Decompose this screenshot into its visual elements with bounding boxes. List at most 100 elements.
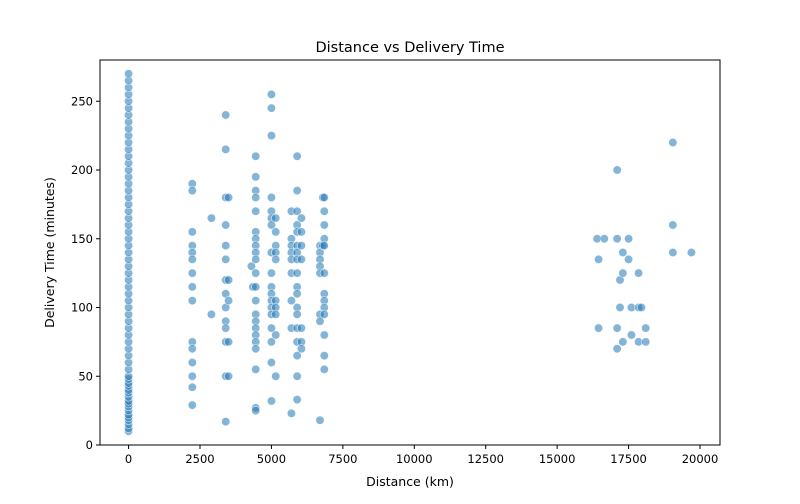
x-tick-label: 15000 — [539, 452, 576, 466]
scatter-point — [266, 268, 276, 278]
y-tick-label: 200 — [71, 163, 93, 177]
points-layer — [124, 69, 696, 436]
scatter-point — [292, 395, 302, 405]
scatter-point — [187, 382, 197, 392]
y-axis-label: Delivery Time (minutes) — [42, 177, 57, 328]
scatter-point — [618, 337, 628, 347]
x-tick-label: 0 — [125, 452, 132, 466]
scatter-point — [286, 296, 296, 306]
scatter-point — [187, 227, 197, 237]
scatter-point — [641, 337, 651, 347]
scatter-point — [319, 220, 329, 230]
scatter-point — [612, 344, 622, 354]
scatter-point — [251, 172, 261, 182]
scatter-point — [124, 69, 134, 79]
scatter-point — [224, 275, 234, 285]
y-tick-label: 50 — [78, 369, 93, 383]
scatter-point — [292, 206, 302, 216]
scatter-point — [618, 268, 628, 278]
scatter-point — [187, 296, 197, 306]
x-tick-label: 10000 — [396, 452, 433, 466]
scatter-point — [266, 193, 276, 203]
scatter-point — [624, 254, 634, 264]
scatter-point — [251, 206, 261, 216]
scatter-point — [221, 241, 231, 251]
scatter-point — [187, 400, 197, 410]
scatter-point — [224, 193, 234, 203]
scatter-point — [221, 417, 231, 427]
y-tick-label: 150 — [71, 232, 93, 246]
x-tick-label: 12500 — [467, 452, 504, 466]
x-tick-label: 7500 — [328, 452, 357, 466]
scatter-point — [271, 309, 281, 319]
scatter-point — [266, 357, 276, 367]
scatter-point — [187, 254, 197, 264]
scatter-point — [266, 396, 276, 406]
scatter-point — [686, 248, 696, 258]
scatter-point — [292, 268, 302, 278]
scatter-point — [187, 344, 197, 354]
y-tick-label: 250 — [71, 94, 93, 108]
scatter-point — [296, 213, 306, 223]
x-tick-label: 5000 — [257, 452, 286, 466]
scatter-point — [292, 289, 302, 299]
scatter-point — [251, 254, 261, 264]
scatter-point — [266, 89, 276, 99]
scatter-point — [266, 337, 276, 347]
scatter-point — [641, 323, 651, 333]
scatter-point — [187, 186, 197, 196]
scatter-point — [319, 351, 329, 361]
scatter-point — [319, 309, 329, 319]
scatter-point — [618, 248, 628, 258]
scatter-point — [319, 193, 329, 203]
scatter-point — [292, 186, 302, 196]
scatter-point — [251, 268, 261, 278]
scatter-point — [221, 254, 231, 264]
scatter-point — [668, 220, 678, 230]
scatter-point — [251, 364, 261, 374]
scatter-point — [319, 364, 329, 374]
scatter-point — [319, 330, 329, 340]
scatter-point — [266, 220, 276, 230]
scatter-point — [251, 344, 261, 354]
scatter-point — [319, 268, 329, 278]
scatter-point — [612, 323, 622, 333]
y-axis: 0 50 100 150 200 250 — [71, 94, 100, 452]
chart-title: Distance vs Delivery Time — [315, 40, 504, 56]
scatter-point — [634, 268, 644, 278]
scatter-point — [206, 213, 216, 223]
scatter-point — [224, 296, 234, 306]
scatter-point — [251, 282, 261, 292]
scatter-point — [319, 206, 329, 216]
scatter-point — [296, 241, 306, 251]
scatter-point — [224, 371, 234, 381]
scatter-point — [251, 193, 261, 203]
x-tick-label: 17500 — [610, 452, 647, 466]
scatter-point — [187, 357, 197, 367]
scatter-point — [612, 234, 622, 244]
scatter-point — [251, 151, 261, 161]
x-axis: 0 2500 5000 7500 10000 12500 15000 17500 20000 — [125, 445, 718, 466]
scatter-point — [221, 110, 231, 120]
scatter-point — [224, 337, 234, 347]
scatter-point — [271, 330, 281, 340]
scatter-point — [292, 371, 302, 381]
scatter-point — [206, 309, 216, 319]
y-tick-label: 0 — [86, 438, 93, 452]
scatter-point — [251, 406, 261, 416]
scatter-point — [221, 144, 231, 154]
scatter-point — [612, 165, 622, 175]
scatter-point — [266, 131, 276, 141]
scatter-point — [251, 296, 261, 306]
scatter-point — [187, 282, 197, 292]
scatter-point — [296, 254, 306, 264]
x-tick-label: 20000 — [682, 452, 719, 466]
scatter-point — [187, 268, 197, 278]
scatter-point — [319, 241, 329, 251]
x-axis-label: Distance (km) — [366, 474, 454, 489]
scatter-point — [296, 344, 306, 354]
scatter-point — [626, 330, 636, 340]
scatter-point — [266, 103, 276, 113]
scatter-point — [266, 323, 276, 333]
